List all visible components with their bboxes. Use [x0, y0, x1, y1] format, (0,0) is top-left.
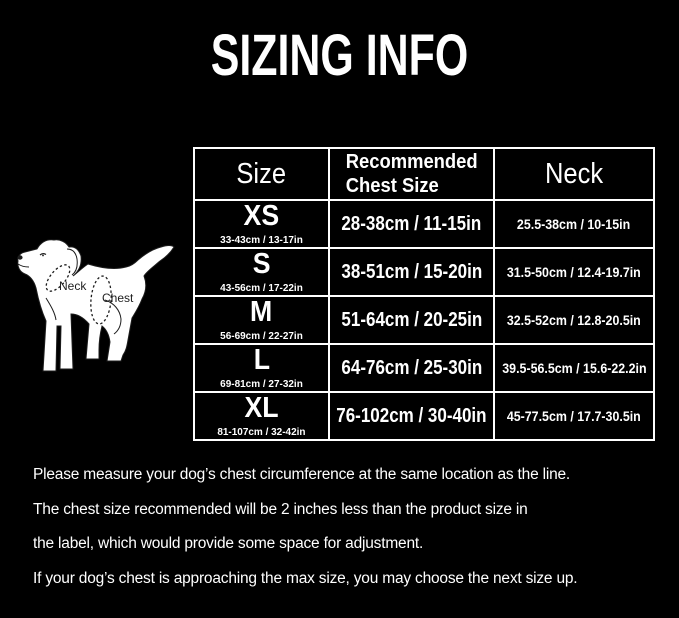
chest-value: 64-76cm / 25-30in	[341, 356, 482, 379]
measurement-notes: Please measure your dog’s chest circumfe…	[33, 458, 663, 596]
dog-measurement-diagram: Neck Chest	[15, 238, 175, 376]
col-header-neck: Neck	[495, 149, 653, 199]
size-label: XS	[243, 201, 280, 232]
neck-value: 32.5-52cm / 12.8-20.5in	[507, 312, 641, 328]
col-header-neck-label: Neck	[544, 157, 604, 190]
table-row-xs-neck-cell: 25.5-38cm / 10-15in	[495, 201, 653, 247]
table-row-l-chest-cell: 64-76cm / 25-30in	[330, 345, 493, 391]
neck-value: 31.5-50cm / 12.4-19.7in	[507, 264, 641, 280]
size-range: 81-107cm / 32-42in	[217, 426, 306, 438]
table-row-s-chest-cell: 38-51cm / 15-20in	[330, 249, 493, 295]
table-row-m-chest-cell: 51-64cm / 20-25in	[330, 297, 493, 343]
neck-value: 45-77.5cm / 17.7-30.5in	[507, 408, 641, 424]
size-range: 56-69cm / 22-27in	[220, 330, 303, 342]
col-header-chest-line1: Recommended	[345, 151, 478, 173]
table-row-l-neck-cell: 39.5-56.5cm / 15.6-22.2in	[495, 345, 653, 391]
col-header-chest: Recommended Chest Size	[330, 149, 493, 199]
table-row-s-size-cell: S 43-56cm / 17-22in	[195, 249, 328, 295]
dog-mouth-line	[17, 263, 30, 268]
table-row-l-size-cell: L 69-81cm / 27-32in	[195, 345, 328, 391]
chest-value: 76-102cm / 30-40in	[336, 404, 487, 427]
size-range: 43-56cm / 17-22in	[220, 282, 303, 294]
neck-diagram-label: Neck	[59, 279, 87, 293]
size-range: 33-43cm / 13-17in	[220, 234, 303, 246]
chest-value: 51-64cm / 20-25in	[341, 308, 482, 331]
neck-value: 25.5-38cm / 10-15in	[517, 216, 631, 232]
dog-shoulder-line	[45, 297, 57, 321]
dog-eye-dot	[42, 254, 44, 257]
col-header-size-label: Size	[236, 157, 287, 190]
dog-nose-icon	[17, 255, 23, 260]
dog-eye-icon	[39, 253, 47, 256]
note-line-2: The chest size recommended will be 2 inc…	[33, 500, 528, 518]
table-row-xl-size-cell: XL 81-107cm / 32-42in	[195, 393, 328, 439]
note-line-1: Please measure your dog’s chest circumfe…	[33, 466, 571, 483]
table-row-m-neck-cell: 32.5-52cm / 12.8-20.5in	[495, 297, 653, 343]
table-row-xs-chest-cell: 28-38cm / 11-15in	[330, 201, 493, 247]
table-row-xl-neck-cell: 45-77.5cm / 17.7-30.5in	[495, 393, 653, 439]
dog-thigh-line	[104, 299, 122, 335]
table-row-xs-size-cell: XS 33-43cm / 13-17in	[195, 201, 328, 247]
col-header-chest-label: Recommended Chest Size	[346, 150, 478, 198]
page-title: SIZING INFO	[210, 23, 469, 88]
size-label: M	[250, 297, 273, 328]
size-label: XL	[244, 393, 279, 424]
note-line-3: the label, which would provide some spac…	[33, 535, 424, 552]
note-line-4: If your dog’s chest is approaching the m…	[33, 569, 578, 587]
chest-value: 38-51cm / 15-20in	[341, 260, 482, 283]
col-header-size: Size	[195, 149, 328, 199]
table-row-m-size-cell: M 56-69cm / 22-27in	[195, 297, 328, 343]
sizing-table: Size Recommended Chest Size Neck XS 33-4…	[193, 147, 655, 441]
size-label: S	[252, 249, 271, 280]
dog-ear-line	[66, 248, 78, 276]
size-range: 69-81cm / 27-32in	[220, 378, 303, 390]
chest-diagram-label: Chest	[102, 291, 134, 305]
dog-body-shape	[17, 239, 175, 372]
chest-value: 28-38cm / 11-15in	[341, 212, 482, 235]
chest-measure-ellipse	[90, 275, 112, 325]
size-label: L	[253, 345, 270, 376]
dog-illustration-icon: Neck Chest	[17, 239, 175, 372]
table-row-xl-chest-cell: 76-102cm / 30-40in	[330, 393, 493, 439]
neck-value: 39.5-56.5cm / 15.6-22.2in	[501, 360, 647, 376]
table-row-s-neck-cell: 31.5-50cm / 12.4-19.7in	[495, 249, 653, 295]
col-header-chest-line2: Chest Size	[345, 175, 439, 197]
